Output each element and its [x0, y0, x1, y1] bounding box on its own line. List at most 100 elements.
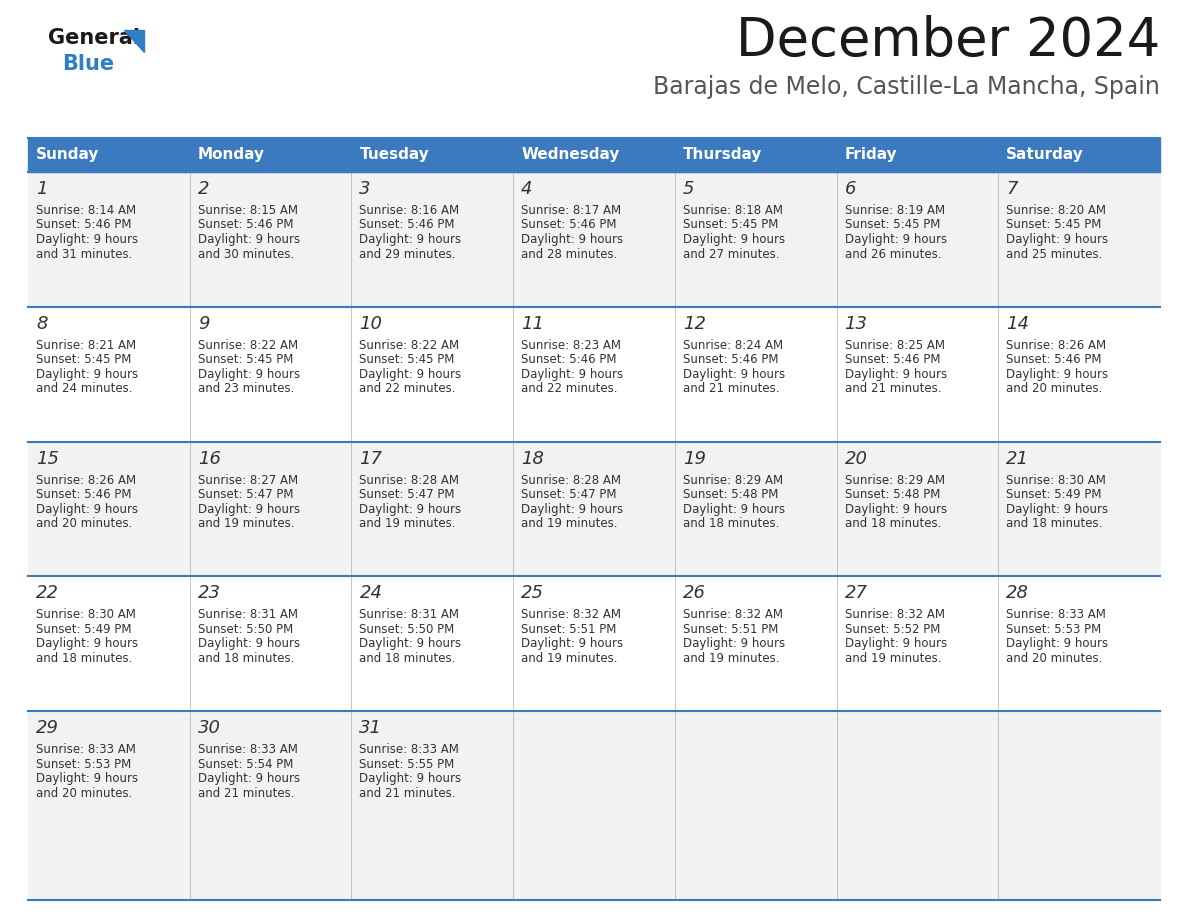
Text: Daylight: 9 hours: Daylight: 9 hours	[36, 368, 138, 381]
Text: 18: 18	[522, 450, 544, 467]
Text: 17: 17	[360, 450, 383, 467]
Text: 7: 7	[1006, 180, 1018, 198]
Text: and 19 minutes.: and 19 minutes.	[845, 652, 941, 665]
Text: December 2024: December 2024	[735, 15, 1159, 67]
Text: and 20 minutes.: and 20 minutes.	[1006, 652, 1102, 665]
Text: Tuesday: Tuesday	[360, 148, 429, 162]
Text: Sunset: 5:46 PM: Sunset: 5:46 PM	[197, 218, 293, 231]
Text: Daylight: 9 hours: Daylight: 9 hours	[36, 503, 138, 516]
Text: Daylight: 9 hours: Daylight: 9 hours	[1006, 368, 1108, 381]
Text: Blue: Blue	[62, 54, 114, 74]
Bar	[29, 442, 1159, 577]
Text: 31: 31	[360, 720, 383, 737]
Text: Sunset: 5:46 PM: Sunset: 5:46 PM	[1006, 353, 1101, 366]
Text: Sunset: 5:46 PM: Sunset: 5:46 PM	[36, 218, 132, 231]
Text: and 18 minutes.: and 18 minutes.	[197, 652, 295, 665]
Text: Daylight: 9 hours: Daylight: 9 hours	[360, 503, 462, 516]
Text: 5: 5	[683, 180, 694, 198]
Text: Sunset: 5:49 PM: Sunset: 5:49 PM	[36, 623, 132, 636]
Text: Wednesday: Wednesday	[522, 148, 619, 162]
Text: and 21 minutes.: and 21 minutes.	[845, 382, 941, 396]
Text: Sunrise: 8:20 AM: Sunrise: 8:20 AM	[1006, 204, 1106, 217]
Text: Daylight: 9 hours: Daylight: 9 hours	[683, 503, 785, 516]
Text: Sunrise: 8:25 AM: Sunrise: 8:25 AM	[845, 339, 944, 352]
Text: and 18 minutes.: and 18 minutes.	[845, 517, 941, 530]
Text: Sunrise: 8:32 AM: Sunrise: 8:32 AM	[522, 609, 621, 621]
Text: Sunrise: 8:33 AM: Sunrise: 8:33 AM	[197, 744, 297, 756]
Bar	[29, 307, 1159, 442]
Text: Daylight: 9 hours: Daylight: 9 hours	[522, 233, 624, 246]
Text: Daylight: 9 hours: Daylight: 9 hours	[1006, 503, 1108, 516]
Text: Sunset: 5:51 PM: Sunset: 5:51 PM	[683, 623, 778, 636]
Text: Sunrise: 8:33 AM: Sunrise: 8:33 AM	[1006, 609, 1106, 621]
Text: 2: 2	[197, 180, 209, 198]
Text: and 28 minutes.: and 28 minutes.	[522, 248, 618, 261]
Text: Sunrise: 8:21 AM: Sunrise: 8:21 AM	[36, 339, 137, 352]
Text: Daylight: 9 hours: Daylight: 9 hours	[845, 503, 947, 516]
Text: Sunset: 5:47 PM: Sunset: 5:47 PM	[360, 488, 455, 501]
Text: 6: 6	[845, 180, 857, 198]
Text: Daylight: 9 hours: Daylight: 9 hours	[360, 233, 462, 246]
Text: Daylight: 9 hours: Daylight: 9 hours	[197, 637, 299, 651]
Text: Sunrise: 8:29 AM: Sunrise: 8:29 AM	[845, 474, 944, 487]
Text: Sunrise: 8:28 AM: Sunrise: 8:28 AM	[360, 474, 460, 487]
Text: Daylight: 9 hours: Daylight: 9 hours	[360, 368, 462, 381]
Text: Sunday: Sunday	[36, 148, 100, 162]
Text: Sunrise: 8:27 AM: Sunrise: 8:27 AM	[197, 474, 298, 487]
Text: 10: 10	[360, 315, 383, 333]
Text: Daylight: 9 hours: Daylight: 9 hours	[1006, 233, 1108, 246]
Text: Sunset: 5:46 PM: Sunset: 5:46 PM	[36, 488, 132, 501]
Text: Daylight: 9 hours: Daylight: 9 hours	[683, 233, 785, 246]
Text: Sunset: 5:48 PM: Sunset: 5:48 PM	[683, 488, 778, 501]
Text: Daylight: 9 hours: Daylight: 9 hours	[845, 233, 947, 246]
Text: and 22 minutes.: and 22 minutes.	[522, 382, 618, 396]
Text: and 18 minutes.: and 18 minutes.	[36, 652, 132, 665]
Text: 14: 14	[1006, 315, 1029, 333]
Text: Daylight: 9 hours: Daylight: 9 hours	[197, 772, 299, 785]
Text: Saturday: Saturday	[1006, 148, 1083, 162]
Text: Daylight: 9 hours: Daylight: 9 hours	[845, 368, 947, 381]
Text: 30: 30	[197, 720, 221, 737]
Text: and 19 minutes.: and 19 minutes.	[522, 517, 618, 530]
Bar	[29, 138, 1159, 172]
Text: and 19 minutes.: and 19 minutes.	[683, 652, 779, 665]
Text: Sunset: 5:50 PM: Sunset: 5:50 PM	[197, 623, 293, 636]
Text: 3: 3	[360, 180, 371, 198]
Text: and 21 minutes.: and 21 minutes.	[197, 787, 295, 800]
Text: and 18 minutes.: and 18 minutes.	[1006, 517, 1102, 530]
Text: 9: 9	[197, 315, 209, 333]
Polygon shape	[124, 30, 144, 52]
Text: Sunset: 5:53 PM: Sunset: 5:53 PM	[1006, 623, 1101, 636]
Text: Sunset: 5:52 PM: Sunset: 5:52 PM	[845, 623, 940, 636]
Text: Sunset: 5:46 PM: Sunset: 5:46 PM	[683, 353, 778, 366]
Text: and 21 minutes.: and 21 minutes.	[360, 787, 456, 800]
Text: and 30 minutes.: and 30 minutes.	[197, 248, 293, 261]
Text: Daylight: 9 hours: Daylight: 9 hours	[683, 637, 785, 651]
Text: Sunrise: 8:32 AM: Sunrise: 8:32 AM	[683, 609, 783, 621]
Text: Sunset: 5:46 PM: Sunset: 5:46 PM	[845, 353, 940, 366]
Text: Sunset: 5:48 PM: Sunset: 5:48 PM	[845, 488, 940, 501]
Text: 22: 22	[36, 585, 59, 602]
Text: and 25 minutes.: and 25 minutes.	[1006, 248, 1102, 261]
Text: Sunrise: 8:23 AM: Sunrise: 8:23 AM	[522, 339, 621, 352]
Text: Sunset: 5:45 PM: Sunset: 5:45 PM	[1006, 218, 1101, 231]
Bar	[29, 711, 1159, 900]
Text: and 19 minutes.: and 19 minutes.	[522, 652, 618, 665]
Text: 15: 15	[36, 450, 59, 467]
Text: Sunset: 5:54 PM: Sunset: 5:54 PM	[197, 757, 293, 771]
Text: Sunset: 5:49 PM: Sunset: 5:49 PM	[1006, 488, 1101, 501]
Text: Sunrise: 8:19 AM: Sunrise: 8:19 AM	[845, 204, 944, 217]
Text: and 21 minutes.: and 21 minutes.	[683, 382, 779, 396]
Text: 12: 12	[683, 315, 706, 333]
Text: Daylight: 9 hours: Daylight: 9 hours	[522, 368, 624, 381]
Text: 26: 26	[683, 585, 706, 602]
Text: Daylight: 9 hours: Daylight: 9 hours	[360, 637, 462, 651]
Text: Monday: Monday	[197, 148, 265, 162]
Text: Sunrise: 8:24 AM: Sunrise: 8:24 AM	[683, 339, 783, 352]
Text: Sunrise: 8:15 AM: Sunrise: 8:15 AM	[197, 204, 298, 217]
Text: and 18 minutes.: and 18 minutes.	[360, 652, 456, 665]
Text: Sunrise: 8:30 AM: Sunrise: 8:30 AM	[1006, 474, 1106, 487]
Text: and 20 minutes.: and 20 minutes.	[1006, 382, 1102, 396]
Text: Sunset: 5:45 PM: Sunset: 5:45 PM	[845, 218, 940, 231]
Text: Daylight: 9 hours: Daylight: 9 hours	[845, 637, 947, 651]
